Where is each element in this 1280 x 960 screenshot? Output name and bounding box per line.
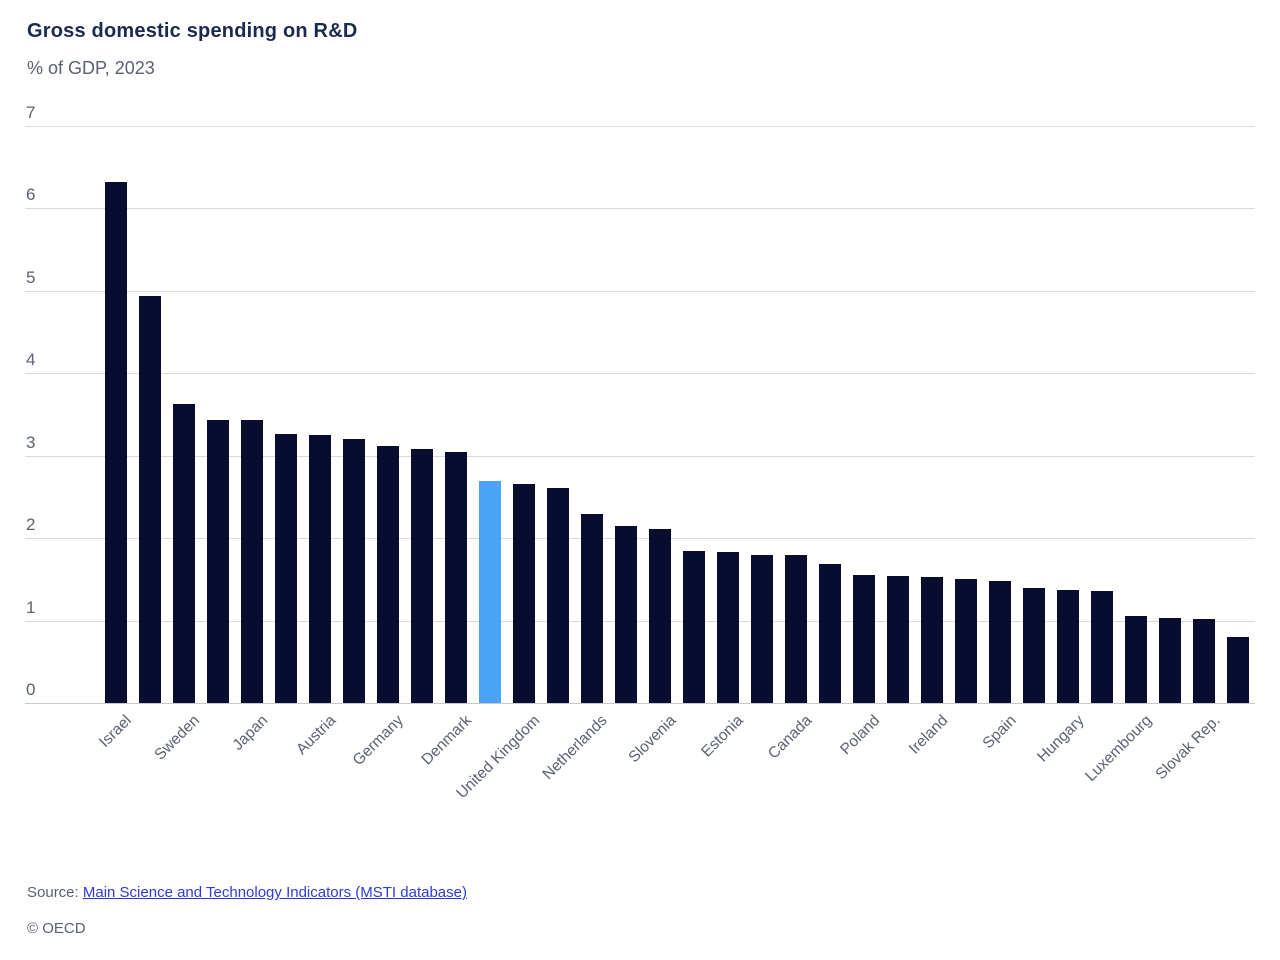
gridline-y-4	[25, 373, 1255, 375]
bar-rank-24[interactable]	[887, 576, 910, 703]
y-tick-label-6: 6	[26, 185, 36, 205]
gridline-y-3	[25, 455, 1255, 457]
gridline-y-6	[25, 208, 1255, 210]
x-tick-label-germany: Germany	[349, 712, 407, 770]
bar-austria[interactable]	[308, 435, 331, 703]
source-link[interactable]: Main Science and Technology Indicators (…	[82, 884, 467, 901]
bar-poland[interactable]	[853, 575, 876, 703]
bar-rank-4[interactable]	[206, 420, 229, 703]
x-tick-label-japan: Japan	[229, 712, 271, 754]
x-tick-label-poland: Poland	[837, 712, 884, 759]
x-tick-label-spain: Spain	[979, 712, 1020, 753]
y-tick-label-3: 3	[26, 432, 36, 452]
bar-ireland[interactable]	[921, 576, 944, 703]
gridline-y-7	[25, 126, 1255, 127]
x-tick-label-canada: Canada	[764, 712, 816, 763]
x-axis-line	[25, 703, 1255, 704]
bar-slovenia[interactable]	[649, 529, 672, 703]
bar-rank-22[interactable]	[819, 563, 842, 703]
gridline-y-2	[25, 538, 1255, 540]
x-tick-label-israel: Israel	[96, 712, 135, 751]
bar-canada[interactable]	[785, 555, 808, 703]
bar-rank-2[interactable]	[138, 295, 161, 703]
source-prefix-label: Source:	[27, 884, 79, 901]
bar-hungary[interactable]	[1057, 590, 1080, 703]
x-tick-label-luxembourg: Luxembourg	[1082, 712, 1156, 785]
x-tick-label-austria: Austria	[292, 712, 339, 759]
x-tick-label-hungary: Hungary	[1033, 712, 1088, 766]
bar-sweden[interactable]	[172, 403, 195, 703]
bar-rank-12-highlighted[interactable]	[478, 481, 501, 703]
source-line: Source: Main Science and Technology Indi…	[27, 884, 467, 901]
x-tick-label-netherlands: Netherlands	[539, 712, 612, 784]
bar-united-kingdom[interactable]	[513, 483, 536, 703]
bar-rank-32[interactable]	[1159, 618, 1182, 703]
bar-germany[interactable]	[376, 445, 399, 703]
bar-rank-28[interactable]	[1023, 587, 1046, 703]
bar-rank-18[interactable]	[683, 551, 706, 703]
copyright-label: © OECD	[27, 920, 86, 937]
bar-rank-16[interactable]	[615, 525, 638, 703]
x-tick-label-denmark: Denmark	[418, 712, 476, 769]
bar-rank-34[interactable]	[1227, 637, 1250, 703]
bar-rank-8[interactable]	[342, 439, 365, 703]
y-tick-label-0: 0	[26, 680, 36, 699]
x-tick-label-slovak-rep: Slovak Rep.	[1152, 712, 1224, 784]
y-tick-label-5: 5	[26, 267, 36, 287]
bar-estonia[interactable]	[717, 552, 740, 703]
gridline-y-1	[25, 620, 1255, 622]
chart-subtitle: % of GDP, 2023	[27, 58, 155, 78]
bar-rank-14[interactable]	[547, 487, 570, 703]
y-tick-label-7: 7	[26, 103, 36, 122]
bar-denmark[interactable]	[444, 452, 467, 703]
x-tick-label-slovenia: Slovenia	[625, 712, 680, 767]
x-tick-label-estonia: Estonia	[698, 712, 748, 761]
bar-japan[interactable]	[240, 420, 263, 703]
bar-rank-10[interactable]	[410, 449, 433, 703]
y-tick-label-1: 1	[26, 597, 36, 617]
y-tick-label-4: 4	[26, 350, 36, 370]
gridline-y-5	[25, 290, 1255, 292]
y-tick-label-2: 2	[26, 515, 36, 535]
chart-title: Gross domestic spending on R&D	[27, 20, 358, 42]
x-tick-label-ireland: Ireland	[905, 712, 952, 758]
bar-rank-6[interactable]	[274, 434, 297, 703]
bar-luxembourg[interactable]	[1125, 615, 1148, 703]
x-tick-label-sweden: Sweden	[151, 712, 203, 764]
bar-rank-20[interactable]	[751, 554, 774, 703]
bar-slovak-rep[interactable]	[1193, 618, 1216, 703]
bar-netherlands[interactable]	[581, 514, 604, 703]
bar-spain[interactable]	[989, 581, 1012, 703]
bar-rank-30[interactable]	[1091, 590, 1114, 703]
bar-israel[interactable]	[104, 182, 127, 703]
bar-rank-26[interactable]	[955, 579, 978, 703]
